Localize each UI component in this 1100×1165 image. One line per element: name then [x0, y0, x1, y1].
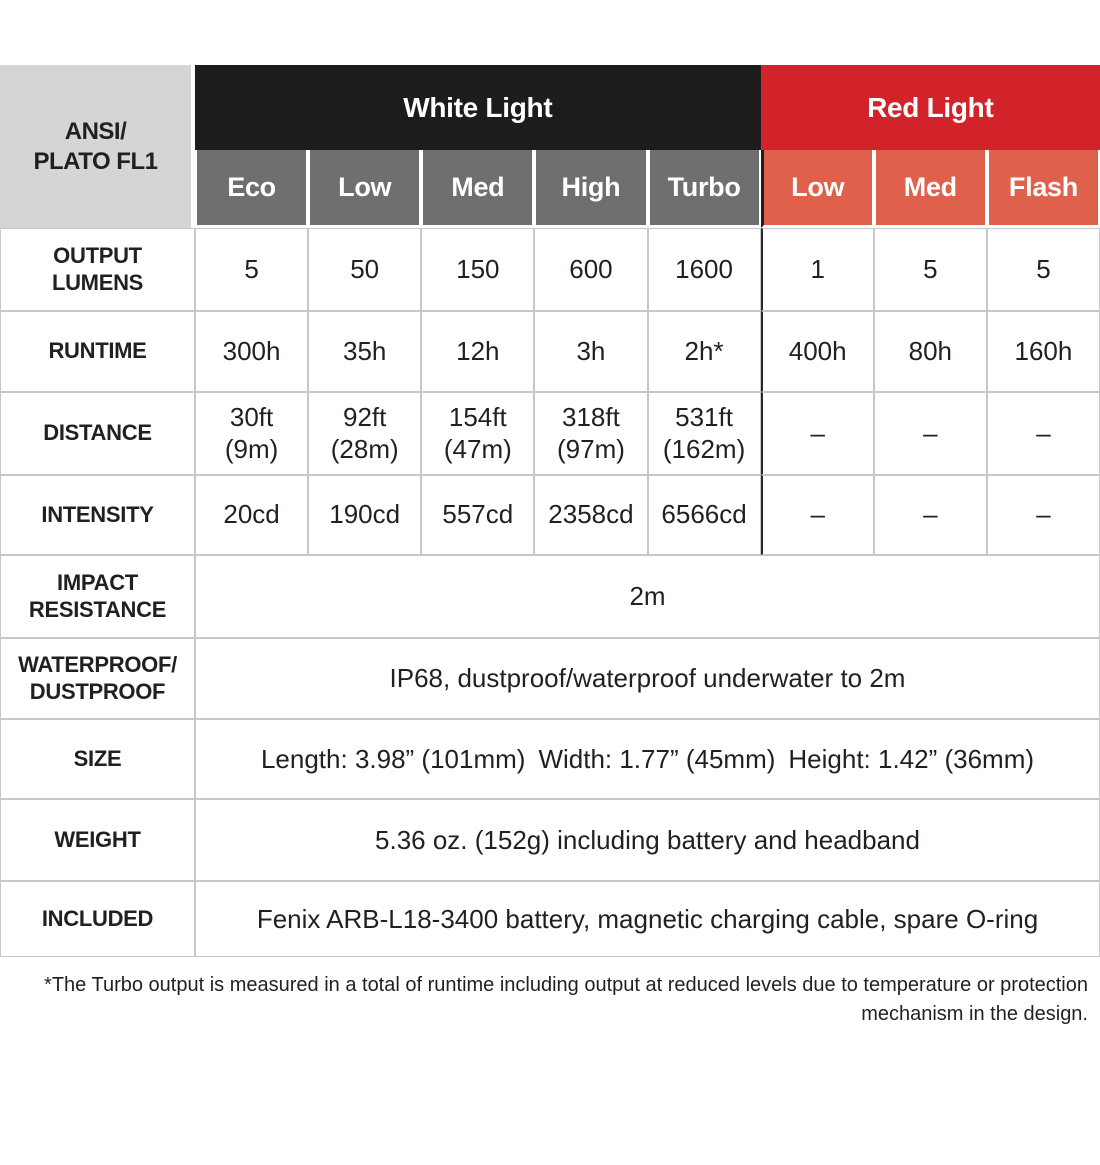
- cell-runtime-red-flash: 160h: [986, 311, 1100, 392]
- ansi-fl1-spec-table: ANSI/ PLATO FL1 White Light Red Light Ec…: [0, 65, 1100, 957]
- mode-header-red-med: Med: [873, 150, 987, 228]
- mode-header-med: Med: [421, 150, 535, 228]
- row-label-distance: DISTANCE: [0, 392, 195, 475]
- group-header-red-light: Red Light: [760, 65, 1100, 150]
- turbo-footnote: *The Turbo output is measured in a total…: [44, 974, 1088, 1025]
- cell-distance-red-med: –: [873, 392, 987, 475]
- mode-header-red-flash: Flash: [986, 150, 1100, 228]
- mode-header-high: High: [534, 150, 648, 228]
- row-label-size: SIZE: [0, 719, 195, 799]
- cell-distance-high: 318ft (97m): [534, 392, 648, 475]
- cell-lumens-high: 600: [534, 228, 648, 311]
- cell-waterproof-dustproof: IP68, dustproof/waterproof underwater to…: [195, 638, 1100, 719]
- cell-intensity-red-low: –: [760, 475, 874, 555]
- cell-distance-turbo: 531ft (162m): [647, 392, 761, 475]
- corner-label-ansi-plato-fl1: ANSI/ PLATO FL1: [0, 65, 195, 228]
- cell-lumens-red-low: 1: [760, 228, 874, 311]
- row-label-output-lumens: OUTPUT LUMENS: [0, 228, 195, 311]
- cell-size: Length: 3.98” (101mm) Width: 1.77” (45mm…: [195, 719, 1100, 799]
- cell-intensity-med: 557cd: [421, 475, 535, 555]
- cell-runtime-low: 35h: [308, 311, 422, 392]
- cell-lumens-red-flash: 5: [986, 228, 1100, 311]
- cell-distance-eco: 30ft (9m): [195, 392, 309, 475]
- cell-lumens-turbo: 1600: [647, 228, 761, 311]
- cell-runtime-red-low: 400h: [760, 311, 874, 392]
- cell-intensity-eco: 20cd: [195, 475, 309, 555]
- cell-runtime-med: 12h: [421, 311, 535, 392]
- cell-distance-red-flash: –: [986, 392, 1100, 475]
- cell-distance-red-low: –: [760, 392, 874, 475]
- cell-distance-med: 154ft (47m): [421, 392, 535, 475]
- row-label-impact-resistance: IMPACT RESISTANCE: [0, 555, 195, 638]
- row-label-included: INCLUDED: [0, 881, 195, 957]
- mode-header-red-low: Low: [760, 150, 874, 228]
- cell-lumens-eco: 5: [195, 228, 309, 311]
- cell-weight: 5.36 oz. (152g) including battery and he…: [195, 799, 1100, 881]
- cell-runtime-turbo: 2h*: [647, 311, 761, 392]
- cell-lumens-med: 150: [421, 228, 535, 311]
- group-header-white-light: White Light: [195, 65, 761, 150]
- cell-runtime-high: 3h: [534, 311, 648, 392]
- row-label-intensity: INTENSITY: [0, 475, 195, 555]
- cell-intensity-red-flash: –: [986, 475, 1100, 555]
- cell-intensity-low: 190cd: [308, 475, 422, 555]
- mode-header-eco: Eco: [195, 150, 309, 228]
- mode-header-turbo: Turbo: [647, 150, 761, 228]
- cell-lumens-low: 50: [308, 228, 422, 311]
- cell-intensity-turbo: 6566cd: [647, 475, 761, 555]
- cell-intensity-high: 2358cd: [534, 475, 648, 555]
- cell-runtime-red-med: 80h: [873, 311, 987, 392]
- row-label-waterproof-dustproof: WATERPROOF/ DUSTPROOF: [0, 638, 195, 719]
- cell-runtime-eco: 300h: [195, 311, 309, 392]
- cell-intensity-red-med: –: [873, 475, 987, 555]
- row-label-weight: WEIGHT: [0, 799, 195, 881]
- cell-distance-low: 92ft (28m): [308, 392, 422, 475]
- cell-impact-resistance: 2m: [195, 555, 1100, 638]
- cell-included: Fenix ARB-L18-3400 battery, magnetic cha…: [195, 881, 1100, 957]
- row-label-runtime: RUNTIME: [0, 311, 195, 392]
- mode-header-low: Low: [308, 150, 422, 228]
- cell-lumens-red-med: 5: [873, 228, 987, 311]
